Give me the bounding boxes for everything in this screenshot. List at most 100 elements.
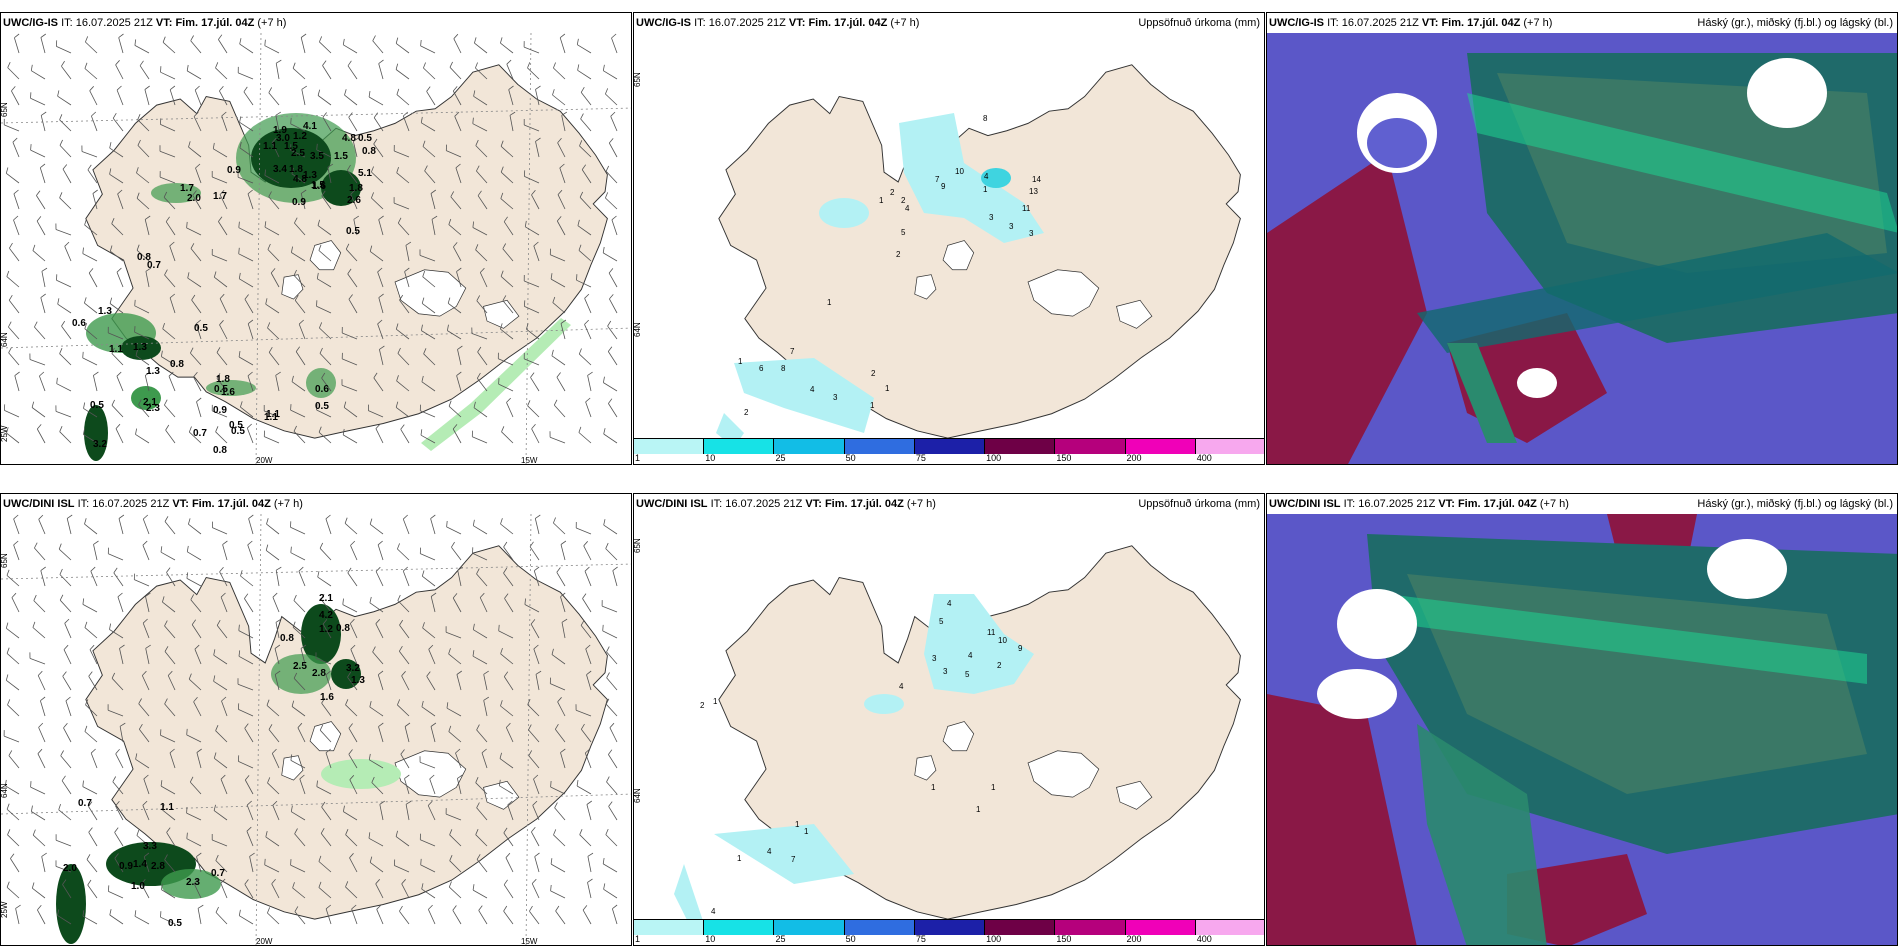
wind-barb-flag: [11, 592, 17, 598]
wind-barb: [169, 297, 176, 314]
wind-barb: [560, 752, 566, 769]
wind-barb-flag: [560, 592, 566, 598]
wind-barb: [93, 544, 98, 561]
wind-barb: [37, 753, 46, 769]
wind-barb-flag: [294, 294, 299, 301]
wind-barb: [290, 409, 306, 418]
wind-barb: [135, 758, 150, 769]
wind-barb: [193, 376, 202, 392]
wind-barb-flag: [194, 85, 200, 91]
wind-barb: [552, 302, 566, 314]
wind-barb-flag: [186, 545, 189, 552]
wind-barb: [316, 149, 332, 158]
precip-value: 1: [738, 357, 743, 366]
legend-swatch: [1125, 919, 1196, 935]
wind-barb-flag: [189, 776, 194, 783]
wind-barb: [369, 251, 384, 262]
wind-barb-flag: [143, 852, 150, 858]
model-name: UWC/DINI ISL: [3, 498, 75, 510]
wind-barb: [498, 383, 514, 392]
wind-barb: [477, 351, 488, 366]
wind-barb: [13, 544, 20, 561]
wind-barb: [300, 648, 306, 665]
wind-barb-flag: [376, 904, 382, 910]
wind-barb-flag: [239, 38, 242, 45]
wind-barb-flag: [577, 219, 580, 226]
wind-barb: [319, 548, 332, 561]
wind-barb: [219, 298, 228, 314]
wind-barb: [579, 145, 592, 158]
wind-barb-flag: [62, 671, 67, 677]
wind-barb: [559, 37, 566, 54]
wind-barb-flag: [576, 780, 579, 787]
wind-barb-flag: [82, 351, 84, 358]
wind-barb-flag: [64, 241, 70, 247]
precip-value: 1: [879, 196, 884, 205]
wind-barb: [503, 676, 514, 691]
legend-swatch: [985, 438, 1056, 454]
wind-barb-flag: [219, 320, 224, 326]
wind-barb: [137, 119, 150, 132]
precip-value: 2.3: [146, 403, 160, 414]
precip-value: 8: [983, 114, 988, 123]
wind-barb: [31, 407, 46, 418]
wind-barb: [10, 858, 20, 873]
wind-barb: [610, 116, 618, 132]
wind-barb: [472, 436, 488, 444]
wind-barb-flag: [61, 775, 66, 781]
wind-barb: [115, 428, 124, 444]
wind-barb: [238, 655, 254, 665]
precip-value: 1.1: [160, 802, 174, 813]
it-value: 16.07.2025 21Z: [708, 17, 786, 29]
wind-barb: [113, 572, 124, 587]
wind-barb: [87, 884, 98, 899]
wind-barb-flag: [431, 215, 438, 220]
precip-value: 1.7: [213, 191, 227, 202]
legend-label: 100: [986, 934, 1002, 944]
wind-barb: [535, 89, 540, 106]
wind-barb: [215, 730, 228, 743]
wind-barb: [509, 115, 514, 132]
wind-barb: [109, 914, 124, 925]
precip-value: 4: [711, 907, 716, 916]
wind-barb: [316, 786, 332, 795]
wind-barb-flag: [379, 345, 385, 350]
wind-barb-flag: [351, 904, 357, 910]
wind-barb: [292, 627, 306, 639]
wind-barb-flag: [111, 218, 115, 224]
wind-barb: [375, 571, 384, 587]
wind-barb-flag: [609, 294, 614, 300]
wind-barb: [6, 653, 20, 665]
wind-barb-flag: [498, 779, 501, 786]
panel-top-clouds: UWC/IG-IS IT: 16.07.2025 21Z VT: Fim. 17…: [1266, 12, 1898, 465]
wind-barb-flag: [291, 700, 295, 707]
wind-barb-flag: [479, 592, 485, 598]
wind-barb: [244, 884, 254, 899]
wind-barb: [64, 246, 72, 262]
wind-barb-flag: [238, 221, 240, 228]
wind-barb: [474, 42, 488, 54]
wind-barb: [348, 298, 358, 314]
wind-barb: [301, 89, 306, 106]
precip-value: 1: [795, 820, 800, 829]
wind-barb: [114, 832, 124, 847]
wind-barb-flag: [317, 571, 320, 578]
precip-value: 0.8: [336, 623, 350, 634]
wind-barb: [11, 597, 20, 613]
wind-barb: [379, 349, 384, 366]
wind-barb-flag: [247, 319, 254, 325]
precip-value: 2.0: [187, 193, 201, 204]
wind-barb: [134, 331, 150, 340]
wind-barb: [294, 222, 306, 236]
wind-barb-flag: [39, 371, 45, 377]
wind-barb-flag: [560, 540, 567, 545]
wind-barb-flag: [138, 723, 143, 730]
wind-barb-flag: [85, 699, 89, 705]
wind-barb: [186, 70, 202, 80]
wind-barb: [8, 352, 20, 366]
wind-barb-flag: [84, 725, 88, 732]
wind-barb-flag: [526, 323, 529, 330]
precip-value: 1: [991, 783, 996, 792]
wind-barb: [506, 64, 514, 80]
